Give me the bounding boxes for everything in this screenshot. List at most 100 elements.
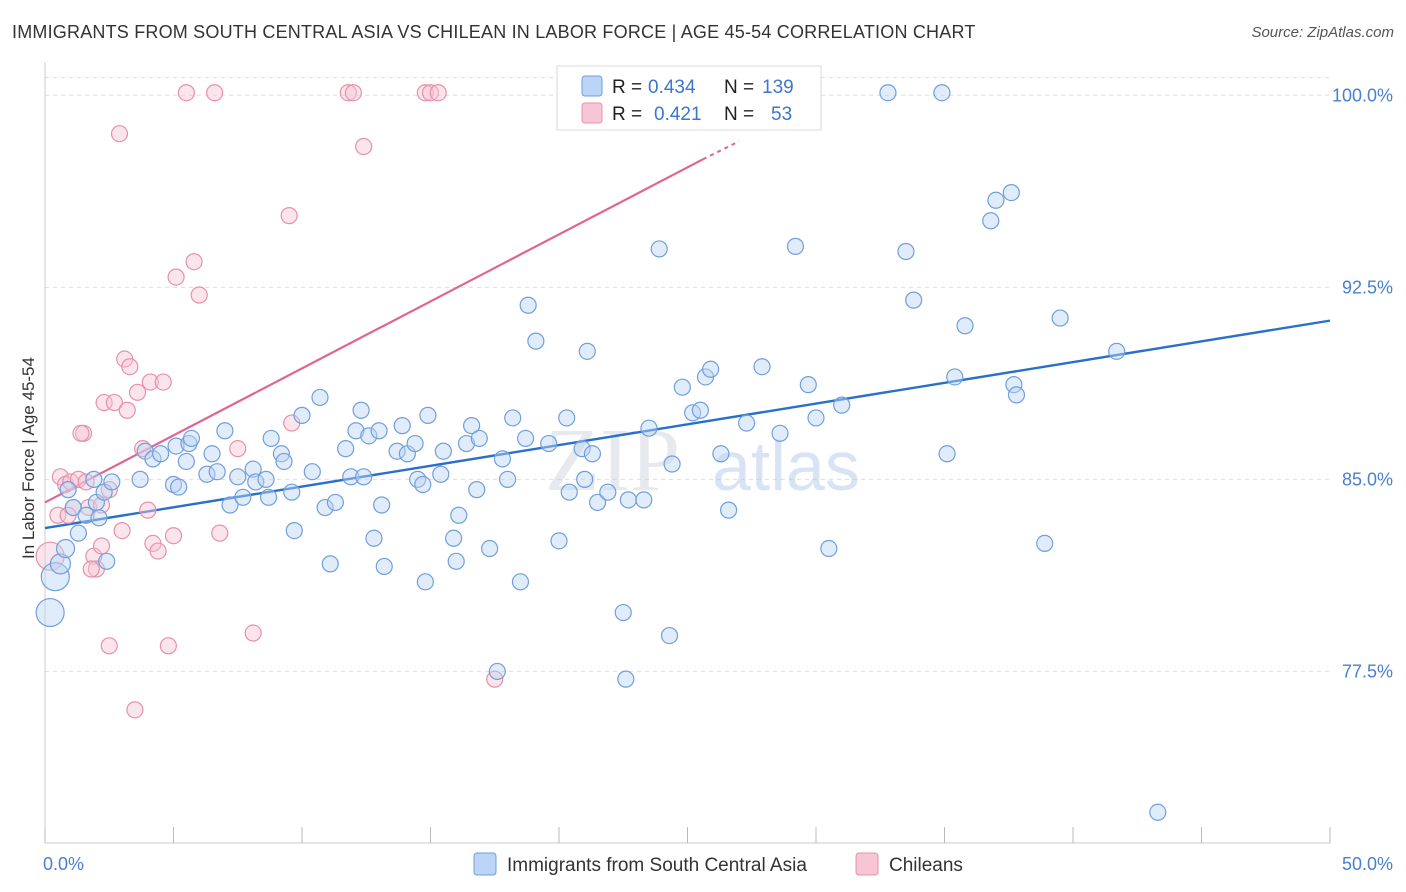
data-point-south-central-asia (360, 427, 378, 445)
data-point-south-central-asia (635, 491, 653, 509)
source-label: Source: ZipAtlas.com (1251, 24, 1394, 41)
legend-r-label: R = (612, 77, 642, 98)
data-point-chileans (190, 286, 208, 304)
data-point-south-central-asia (262, 429, 280, 448)
data-point-south-central-asia (457, 434, 476, 453)
data-point-south-central-asia (560, 483, 578, 501)
data-point-south-central-asia (373, 496, 391, 514)
data-point-south-central-asia (879, 84, 897, 102)
data-point-south-central-asia (771, 424, 789, 442)
legend-r-label-2: R = (612, 104, 642, 125)
data-point-south-central-asia (259, 488, 278, 506)
data-point-chileans (141, 373, 159, 391)
data-point-south-central-asia (481, 539, 499, 558)
data-point-south-central-asia (499, 470, 517, 488)
x-tick-label-max: 50.0% (1342, 854, 1393, 874)
data-point-chileans (244, 624, 262, 642)
data-point-south-central-asia (516, 429, 535, 448)
data-point-south-central-asia (650, 240, 668, 258)
data-point-south-central-asia (167, 437, 185, 455)
data-point-south-central-asia (640, 419, 658, 437)
data-point-south-central-asia (347, 422, 365, 440)
data-point-chileans (118, 401, 136, 419)
data-point-south-central-asia (540, 434, 558, 453)
legend-box: R = 0.434 N = 139 R = 0.421 N = 53 (556, 65, 822, 131)
data-point-south-central-asia (617, 670, 635, 688)
y-tick-labels: 77.5% 85.0% 92.5% 100.0% (1332, 85, 1393, 681)
data-point-chileans (167, 268, 185, 286)
data-point-south-central-asia (576, 470, 594, 488)
data-point-south-central-asia (820, 539, 838, 558)
data-point-south-central-asia (90, 509, 108, 527)
data-point-south-central-asia (956, 317, 974, 335)
data-point-chileans (177, 84, 195, 102)
data-point-south-central-asia (447, 552, 465, 570)
data-point-south-central-asia (468, 481, 486, 499)
legend-n-label: N = (724, 77, 754, 98)
data-point-south-central-asia (987, 191, 1005, 209)
data-point-south-central-asia (365, 529, 383, 547)
data-point-south-central-asia (419, 406, 437, 424)
data-point-south-central-asia (388, 442, 406, 460)
data-point-south-central-asia (702, 360, 720, 378)
bottom-legend: Immigrants from South Central Asia Chile… (473, 852, 963, 876)
data-point-south-central-asia (182, 429, 201, 448)
data-point-south-central-asia (229, 468, 247, 486)
data-point-south-central-asia (691, 401, 709, 419)
data-point-south-central-asia (355, 468, 373, 486)
data-point-south-central-asia (614, 603, 632, 622)
data-point-south-central-asia (293, 406, 311, 424)
data-point-chileans (149, 542, 167, 560)
series-chileans (35, 84, 504, 719)
data-point-south-central-asia (321, 555, 339, 573)
data-point-chileans (92, 537, 111, 555)
data-point-south-central-asia (208, 463, 226, 481)
trend-line-chileans-extension (702, 140, 740, 161)
data-point-south-central-asia (938, 445, 956, 463)
data-point-chileans (110, 125, 129, 143)
data-point-south-central-asia (49, 553, 72, 575)
data-point-south-central-asia (216, 422, 234, 440)
data-point-south-central-asia (416, 573, 434, 591)
data-point-chileans (339, 84, 357, 102)
y-axis-label: In Labor Force | Age 45-54 (19, 357, 38, 559)
data-point-south-central-asia (511, 573, 530, 591)
x-tick-label-min: 0.0% (43, 854, 84, 874)
data-point-south-central-asia (573, 440, 591, 458)
data-point-south-central-asia (1108, 342, 1126, 360)
data-point-south-central-asia (342, 468, 360, 486)
data-point-chileans (126, 701, 144, 719)
watermark-atlas: atlas (712, 427, 860, 505)
data-point-south-central-asia (55, 538, 76, 559)
data-point-south-central-asia (1007, 386, 1026, 404)
data-point-south-central-asia (370, 422, 388, 440)
data-point-south-central-asia (285, 521, 303, 540)
data-point-chileans (100, 637, 118, 655)
data-point-chileans (206, 84, 224, 102)
axes (44, 62, 1331, 844)
data-point-south-central-asia (488, 662, 506, 681)
data-point-south-central-asia (35, 597, 65, 628)
legend-swatch-pink (581, 102, 603, 124)
data-point-chileans (121, 358, 139, 376)
data-point-south-central-asia (221, 496, 239, 514)
legend-r-value-blue: 0.434 (648, 77, 696, 98)
data-point-south-central-asia (375, 557, 393, 576)
data-point-chileans (229, 440, 247, 458)
data-point-south-central-asia (946, 368, 964, 386)
data-point-south-central-asia (786, 237, 805, 255)
data-point-south-central-asia (619, 491, 637, 509)
data-point-south-central-asia (103, 473, 121, 491)
data-point-south-central-asia (77, 506, 95, 524)
data-point-south-central-asia (583, 445, 602, 463)
data-point-south-central-asia (519, 296, 537, 314)
legend-n-value-pink: 53 (771, 104, 792, 125)
data-point-south-central-asia (897, 242, 915, 261)
data-point-chileans (164, 527, 183, 545)
data-point-chileans (416, 84, 434, 102)
legend-n-value-blue: 139 (762, 77, 794, 98)
data-point-south-central-asia (1036, 534, 1054, 553)
chart-title: IMMIGRANTS FROM SOUTH CENTRAL ASIA VS CH… (12, 22, 976, 42)
data-point-south-central-asia (283, 483, 301, 501)
